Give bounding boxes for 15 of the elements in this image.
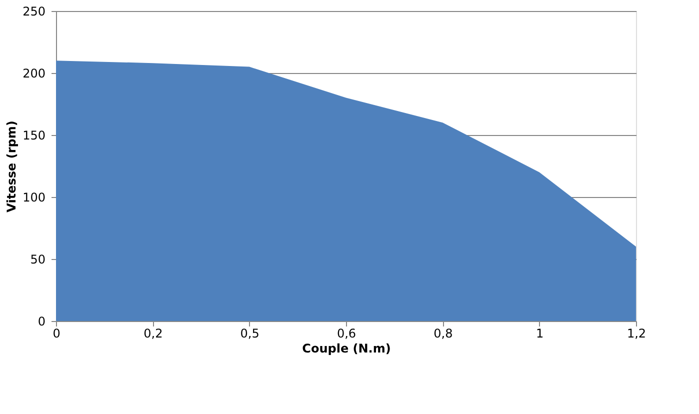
y-tick-label: 0	[38, 314, 46, 328]
y-tick-label: 150	[22, 128, 46, 142]
x-tick-label: 1	[536, 326, 544, 340]
y-tick-label: 250	[22, 4, 46, 18]
x-tick-label: 0	[52, 326, 60, 340]
x-tick-label: 1,2	[626, 326, 646, 340]
x-tick-label: 0,6	[336, 326, 356, 340]
y-tick-label: 50	[30, 252, 46, 266]
y-tick-label: 100	[22, 190, 46, 204]
x-tick-label: 0,5	[240, 326, 260, 340]
x-tick-label: 0,8	[434, 326, 453, 340]
y-axis-title: Vitesse (rpm)	[4, 120, 19, 212]
x-axis-title: Couple (N.m)	[302, 342, 391, 356]
y-tick-label: 200	[22, 66, 46, 80]
x-tick-label: 0,2	[144, 326, 163, 340]
